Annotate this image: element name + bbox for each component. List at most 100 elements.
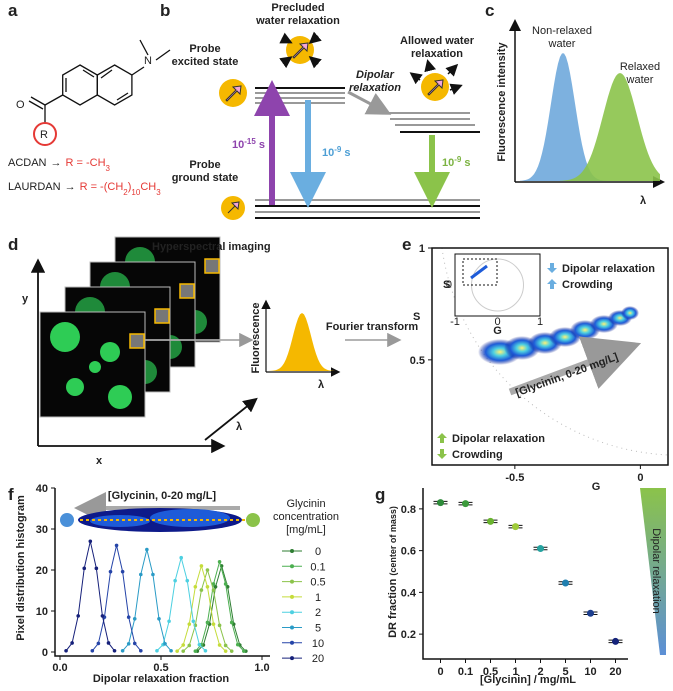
y-tick-label: 0 <box>42 647 48 659</box>
data-point <box>120 569 125 574</box>
data-point <box>193 649 198 653</box>
label: λ <box>640 195 646 207</box>
data-point <box>199 588 204 592</box>
text-part: -9 <box>454 155 462 164</box>
series-line <box>194 559 245 652</box>
label: Allowed water <box>400 35 475 47</box>
time-scale: 10-15 s <box>232 137 265 152</box>
label: ground state <box>172 172 239 184</box>
data-point <box>512 523 519 531</box>
legend-dot <box>290 640 294 645</box>
data-point <box>114 543 119 548</box>
data-point <box>108 569 113 574</box>
data-point <box>242 649 246 653</box>
data-point <box>217 560 222 564</box>
droplet <box>66 378 84 396</box>
atom-label: N <box>144 55 152 67</box>
label: Dipolar relaxation <box>452 433 545 445</box>
y-tick-label: 40 <box>36 483 48 495</box>
data-point <box>187 643 192 648</box>
legend-dot <box>290 579 294 584</box>
data-point <box>203 648 208 653</box>
x-tick-label: 5 <box>562 666 568 678</box>
label: Fourier transform <box>326 321 419 333</box>
data-point <box>223 649 228 653</box>
text-part: s <box>259 139 265 151</box>
label: Fluorescence intensity <box>496 42 508 162</box>
text-part: s <box>464 157 470 169</box>
data-point <box>139 648 143 653</box>
text-part: 10 <box>131 188 140 197</box>
data-point <box>211 622 216 626</box>
region <box>129 333 145 349</box>
inset-frame <box>454 253 541 317</box>
x-tick-label: 0 <box>637 472 643 484</box>
data-point <box>70 641 74 645</box>
data-point <box>211 582 216 586</box>
data-point <box>179 555 183 560</box>
data-point <box>157 616 161 621</box>
direction-arrow <box>437 433 447 443</box>
x-tick-label: 2 <box>537 666 543 678</box>
data-point <box>217 643 222 647</box>
data-point <box>155 648 159 653</box>
label: water <box>626 74 654 86</box>
label: Dipolar relaxation <box>562 263 655 275</box>
label: water <box>548 38 576 50</box>
legend-dot <box>290 625 294 630</box>
droplet <box>89 361 101 373</box>
text-part: -9 <box>334 145 342 154</box>
legend-label: 10 <box>312 638 324 650</box>
y-tick-label: 20 <box>36 565 48 577</box>
inset-tick-label: 0 <box>446 279 452 291</box>
legend-title: concentration <box>273 511 339 523</box>
label: Crowding <box>562 279 613 291</box>
y-tick-label: 0.8 <box>401 504 416 516</box>
inset-label: G <box>493 325 502 337</box>
text-part: 3 <box>106 164 111 173</box>
data-point <box>94 566 99 571</box>
data-point <box>181 649 186 653</box>
text-part: 2 <box>123 188 128 197</box>
data-point <box>163 642 167 646</box>
label: Probe <box>189 43 220 55</box>
panel-letter: a <box>8 1 18 20</box>
side-gradient <box>640 488 666 655</box>
text-part: 3 <box>156 188 161 197</box>
label: Non-relaxed <box>532 25 592 37</box>
y-axis-label: Pixel distribution histogram <box>15 495 27 641</box>
x-tick-label: 0.5 <box>483 666 498 678</box>
data-point <box>139 572 143 577</box>
panel-letter: g <box>375 485 385 504</box>
text-part: -15 <box>244 137 256 146</box>
data-point <box>587 609 594 617</box>
phasor-map <box>441 247 669 456</box>
legend-label: 0 <box>315 546 321 558</box>
y-axis-label: S <box>413 311 420 323</box>
data-point <box>175 649 179 653</box>
data-point <box>173 578 177 583</box>
label: Probe <box>189 159 220 171</box>
label: x <box>96 455 103 467</box>
text-part: → <box>51 157 62 169</box>
legend-dot <box>290 656 294 661</box>
data-point <box>82 566 87 571</box>
data-point <box>487 517 494 525</box>
label: excited state <box>172 56 239 68</box>
data-point <box>205 620 210 625</box>
formula: LAURDAN → R = -(CH2)10CH3 <box>8 181 161 197</box>
text-part: 10 <box>232 139 244 151</box>
text-part: R = -(CH <box>80 181 124 193</box>
data-point <box>229 649 234 653</box>
legend-dot <box>290 594 294 599</box>
series-line <box>122 549 172 652</box>
legend-title: Glycinin <box>286 498 325 510</box>
y-tick-label: 0.6 <box>401 546 416 558</box>
label: Precluded <box>271 2 324 14</box>
text-part: (center of mass) <box>388 506 398 576</box>
data-point <box>145 547 149 552</box>
data-point <box>100 614 105 618</box>
label: Dipolar <box>356 69 395 81</box>
y-tick-label: 10 <box>36 606 48 618</box>
